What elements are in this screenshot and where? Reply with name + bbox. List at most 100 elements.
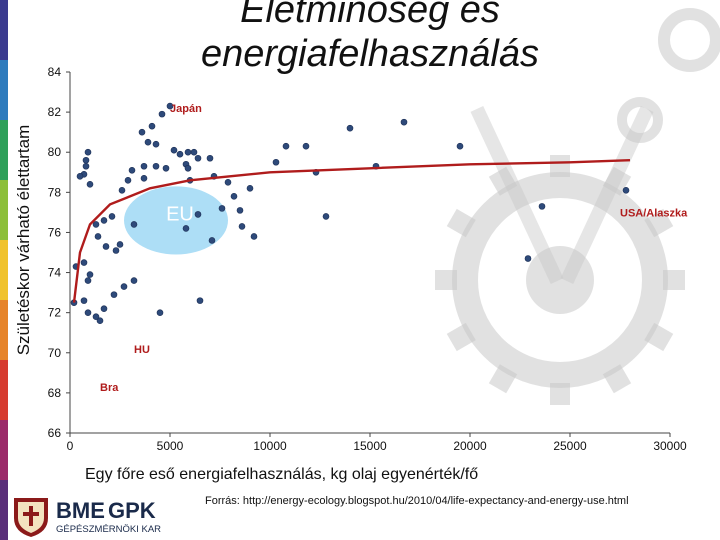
- data-point: [108, 213, 116, 220]
- data-point: [92, 221, 100, 228]
- data-point: [112, 247, 120, 254]
- x-axis-label: Egy főre eső energiafelhasználás, kg ola…: [85, 466, 479, 483]
- data-point: [158, 110, 166, 118]
- x-tick-label: 15000: [353, 439, 387, 453]
- data-point: [120, 283, 128, 290]
- data-point: [176, 150, 184, 158]
- data-point: [110, 291, 118, 298]
- eu-region-highlight: [124, 186, 228, 255]
- data-point: [246, 185, 254, 192]
- data-point: [170, 146, 178, 154]
- x-tick-label: 10000: [253, 439, 287, 453]
- data-point: [524, 255, 532, 262]
- data-point: [80, 259, 88, 266]
- data-point: [182, 225, 190, 232]
- data-point: [184, 148, 192, 156]
- data-point: [238, 223, 246, 230]
- gear-tooth-icon: [550, 383, 570, 405]
- data-point: [96, 317, 104, 324]
- data-point: [282, 142, 290, 150]
- data-point: [166, 102, 174, 110]
- data-point: [140, 174, 148, 182]
- y-tick-label: 84: [48, 65, 62, 79]
- y-tick-label: 68: [48, 386, 62, 400]
- chart-ticks: 66 68 70 72 74 76 78 80 82 84 0 5000 10000 15000 20000…: [48, 65, 687, 453]
- data-point: [76, 172, 84, 180]
- y-tick-label: 78: [48, 185, 62, 199]
- data-point: [272, 158, 280, 166]
- data-point: [156, 309, 164, 316]
- x-tick-label: 5000: [157, 439, 184, 453]
- y-axis-label: Születéskor várható élettartam: [14, 124, 33, 356]
- data-point: [196, 297, 204, 304]
- data-point: [116, 241, 124, 248]
- data-point: [84, 148, 92, 156]
- x-tick-label: 20000: [453, 439, 487, 453]
- gear-tooth-icon: [435, 270, 457, 290]
- x-tick-label: 0: [67, 439, 74, 453]
- compass-leg-icon: [470, 105, 564, 285]
- y-tick-label: 76: [48, 225, 62, 239]
- chart-title: Életminőség és energiafelhasználás: [200, 0, 539, 75]
- data-point: [152, 162, 160, 170]
- data-point: [86, 181, 94, 188]
- gear-hub-icon: [526, 246, 594, 314]
- data-point: [346, 124, 354, 132]
- data-point: [162, 164, 170, 172]
- data-point: [86, 271, 94, 278]
- trend-line: [72, 159, 631, 303]
- data-point: [230, 193, 238, 200]
- logo-main: BME: [56, 498, 105, 523]
- data-point: [80, 297, 88, 304]
- data-point: [206, 154, 214, 162]
- gear-tooth-icon: [488, 364, 518, 394]
- gear-tooth-icon: [602, 364, 632, 394]
- data-point: [130, 221, 138, 228]
- data-point: [184, 164, 192, 172]
- gear-tooth-icon: [446, 208, 476, 238]
- data-point: [84, 309, 92, 316]
- data-point: [100, 217, 108, 224]
- data-point: [92, 313, 100, 320]
- gear-tooth-icon: [644, 208, 674, 238]
- data-point: [622, 187, 630, 194]
- data-point: [152, 140, 160, 148]
- sidebar-color-strip: [0, 0, 8, 540]
- annotation-label: EU: [166, 203, 194, 225]
- gear-ring-icon: [452, 172, 668, 388]
- chart-annotations: Japán USA/Alaszka EU HU Bra: [100, 103, 688, 394]
- data-point: [82, 162, 90, 170]
- crest-icon: [14, 498, 48, 537]
- small-gear-icon: [658, 8, 720, 72]
- y-tick-label: 70: [48, 346, 62, 360]
- data-point: [302, 142, 310, 150]
- data-point: [400, 118, 408, 126]
- y-tick-label: 82: [48, 105, 62, 119]
- data-point: [102, 243, 110, 250]
- data-point: [208, 237, 216, 244]
- compass-leg-icon: [560, 105, 654, 285]
- gear-tooth-icon: [446, 322, 476, 352]
- gear-tooth-icon: [488, 166, 518, 196]
- annotation-label: Japán: [170, 103, 202, 115]
- data-point: [250, 233, 258, 240]
- logo-subtitle: GÉPÉSZMÉRNÖKI KAR: [56, 524, 161, 535]
- data-point: [100, 305, 108, 312]
- data-point: [148, 122, 156, 130]
- data-point: [124, 177, 132, 184]
- data-point: [456, 142, 464, 150]
- logo-accent: GPK: [108, 498, 156, 523]
- data-point: [144, 138, 152, 146]
- annotation-label: HU: [134, 344, 150, 356]
- small-gear-icon: [617, 97, 663, 143]
- data-point: [84, 277, 92, 284]
- data-point: [190, 148, 198, 156]
- data-point: [130, 277, 138, 284]
- data-point: [538, 203, 546, 210]
- data-point: [236, 207, 244, 214]
- y-tick-label: 74: [48, 266, 62, 280]
- data-point: [128, 166, 136, 174]
- y-tick-label: 66: [48, 426, 62, 440]
- data-point: [218, 205, 226, 212]
